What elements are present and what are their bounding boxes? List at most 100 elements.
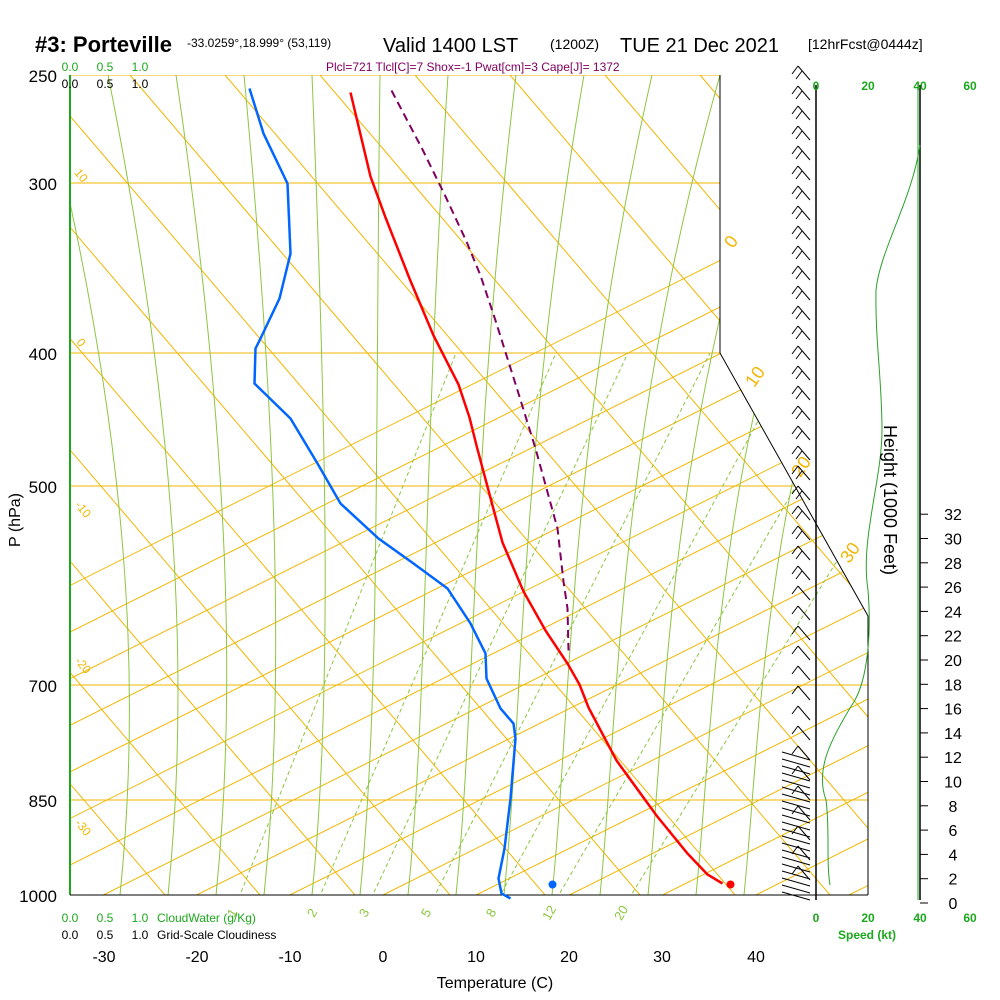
moist-adiabat-line <box>455 75 517 895</box>
wind-barb-flag <box>791 165 799 175</box>
wind-barb-low <box>781 821 811 831</box>
wind-barb-flag <box>791 485 799 495</box>
wind-barb-flag <box>795 290 803 300</box>
cloudiness-label: Grid-Scale Cloudiness <box>157 928 276 942</box>
height-tick-8: 8 <box>949 799 958 816</box>
wind-barb <box>791 485 811 501</box>
wind-barb-flag <box>795 330 803 340</box>
wind-barb-flag <box>795 210 803 220</box>
mixing-ratio-line <box>235 352 457 895</box>
height-tick-28: 28 <box>944 556 962 573</box>
isotherm-line <box>103 75 868 895</box>
speed-tick-top-0: 0 <box>813 79 820 93</box>
wind-barb-staff <box>797 725 811 741</box>
wind-barb <box>791 505 811 521</box>
wind-barb-low <box>781 877 811 887</box>
x-tick--10: -10 <box>278 949 301 966</box>
wind-barb-staff <box>797 745 811 761</box>
top-green-scale-2: 1.0 <box>132 60 149 74</box>
wind-barb <box>791 325 811 341</box>
wind-barb-flag <box>791 305 799 315</box>
wind-barb <box>791 105 811 121</box>
header-site: #3: Porteville <box>35 32 172 57</box>
bottom-green-scale-2: 1.0 <box>132 911 149 925</box>
wind-barb-flag <box>791 745 799 755</box>
wind-barb-flag <box>791 825 799 835</box>
wind-barb-flag <box>791 285 799 295</box>
wind-barb-flag <box>795 310 803 320</box>
wind-barb-flag <box>795 70 803 80</box>
wind-barb-staff <box>797 825 811 841</box>
bottom-green-scale-0: 0.0 <box>62 911 79 925</box>
header-valid: Valid 1400 LST <box>383 35 518 57</box>
mixing-ratio-label-2: 2 <box>304 906 321 920</box>
isotherm-line <box>942 75 1000 895</box>
wind-barb-staff <box>797 285 811 301</box>
mixing-ratio-label-5: 5 <box>418 906 435 920</box>
wind-barb <box>791 205 811 221</box>
wind-barb-flag <box>791 325 799 335</box>
wind-barb-low <box>781 863 811 873</box>
wind-barb <box>791 865 811 881</box>
moist-adiabat-line <box>503 75 585 895</box>
wind-barb-flag <box>791 785 799 795</box>
wind-barb-flag <box>795 570 803 580</box>
wind-speed-profile <box>821 144 921 886</box>
dry-adiabat-line <box>414 75 868 895</box>
top-black-scale-0: 0.0 <box>62 77 79 91</box>
wind-barb-flag <box>791 805 799 815</box>
header-coords: -33.0259°,18.999° (53,119) <box>187 36 331 50</box>
wind-barb <box>791 425 811 441</box>
x-tick-0: 0 <box>379 949 388 966</box>
wind-barb <box>791 405 811 421</box>
pressure-tick-700: 700 <box>29 677 57 696</box>
wind-barb-staff <box>797 625 811 641</box>
top-black-scale-1: 0.5 <box>97 77 114 91</box>
wind-barb-flag <box>795 270 803 280</box>
wind-barb-staff <box>797 125 811 141</box>
pressure-tick-250: 250 <box>29 67 57 86</box>
wind-barb-staff <box>797 325 811 341</box>
wind-barb-low <box>781 870 811 880</box>
moist-adiabat-line <box>551 75 653 895</box>
height-tick-16: 16 <box>944 702 962 719</box>
wind-barb-staff <box>797 605 811 621</box>
wind-barb <box>791 245 811 261</box>
top-black-scale-2: 1.0 <box>132 77 149 91</box>
wind-barb-flag <box>795 490 803 500</box>
wind-barb <box>791 185 811 201</box>
wind-barb <box>791 705 811 721</box>
wind-barb-flag <box>795 370 803 380</box>
wind-barb-staff <box>797 265 811 281</box>
wind-barb-flag <box>791 145 799 155</box>
wind-barb <box>791 285 811 301</box>
wind-barb-staff <box>797 85 811 101</box>
bottom-green-scale-1: 0.5 <box>97 911 114 925</box>
plot-frame <box>69 75 921 900</box>
mixing-ratio-label-20: 20 <box>611 903 631 923</box>
isotherm-line <box>848 75 868 895</box>
wind-barb-flag <box>791 245 799 255</box>
moist-adiabat-line <box>70 75 130 895</box>
isotherm-line <box>382 75 868 895</box>
wind-barb-flag <box>791 725 799 735</box>
dewpoint-line <box>248 88 517 900</box>
isotherm-line <box>475 75 868 895</box>
wind-barb-flag <box>795 430 803 440</box>
wind-barb-staff <box>797 205 811 221</box>
dry-adiabat-line <box>70 75 451 895</box>
speed-tick-bottom-40: 40 <box>913 911 927 925</box>
pressure-tick-1000: 1000 <box>19 887 57 906</box>
height-tick-0: 0 <box>949 896 958 913</box>
wind-barb-staff <box>797 565 811 581</box>
wind-barb-flag <box>795 110 803 120</box>
height-tick-6: 6 <box>949 823 958 840</box>
wind-barb <box>791 565 811 581</box>
wind-barb-low <box>781 835 811 845</box>
wind-barb-flag <box>791 685 799 695</box>
height-tick-32: 32 <box>944 507 962 524</box>
wind-barb <box>791 805 811 821</box>
isotherm-label-0: 0 <box>720 232 742 252</box>
wind-barb-staff <box>797 465 811 481</box>
isotherm-line <box>70 75 868 895</box>
